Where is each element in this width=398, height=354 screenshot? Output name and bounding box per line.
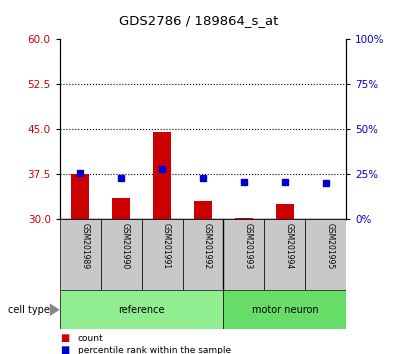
Bar [183, 219, 223, 290]
Polygon shape [50, 303, 60, 316]
Text: ■: ■ [60, 333, 69, 343]
Bar [235, 218, 253, 219]
Text: GSM201990: GSM201990 [121, 223, 130, 269]
Text: GSM201989: GSM201989 [80, 223, 89, 269]
Bar [60, 219, 101, 290]
Bar [223, 290, 346, 329]
Bar [101, 219, 142, 290]
Bar [305, 219, 346, 290]
Bar [276, 205, 294, 219]
Text: percentile rank within the sample: percentile rank within the sample [78, 346, 231, 354]
Text: GSM201995: GSM201995 [326, 223, 335, 269]
Text: GSM201992: GSM201992 [203, 223, 212, 269]
Text: cell type: cell type [8, 305, 50, 315]
Bar [223, 219, 264, 290]
Bar [194, 201, 212, 219]
Text: ■: ■ [60, 346, 69, 354]
Text: motor neuron: motor neuron [252, 305, 318, 315]
Text: reference: reference [118, 305, 165, 315]
Text: GSM201994: GSM201994 [285, 223, 294, 269]
Bar [71, 175, 90, 219]
Bar [142, 219, 183, 290]
Bar [60, 290, 223, 329]
Text: count: count [78, 333, 103, 343]
Bar [264, 219, 305, 290]
Text: GSM201991: GSM201991 [162, 223, 171, 269]
Bar [153, 132, 171, 219]
Text: GDS2786 / 189864_s_at: GDS2786 / 189864_s_at [119, 14, 279, 27]
Bar [112, 198, 130, 219]
Text: GSM201993: GSM201993 [244, 223, 253, 269]
